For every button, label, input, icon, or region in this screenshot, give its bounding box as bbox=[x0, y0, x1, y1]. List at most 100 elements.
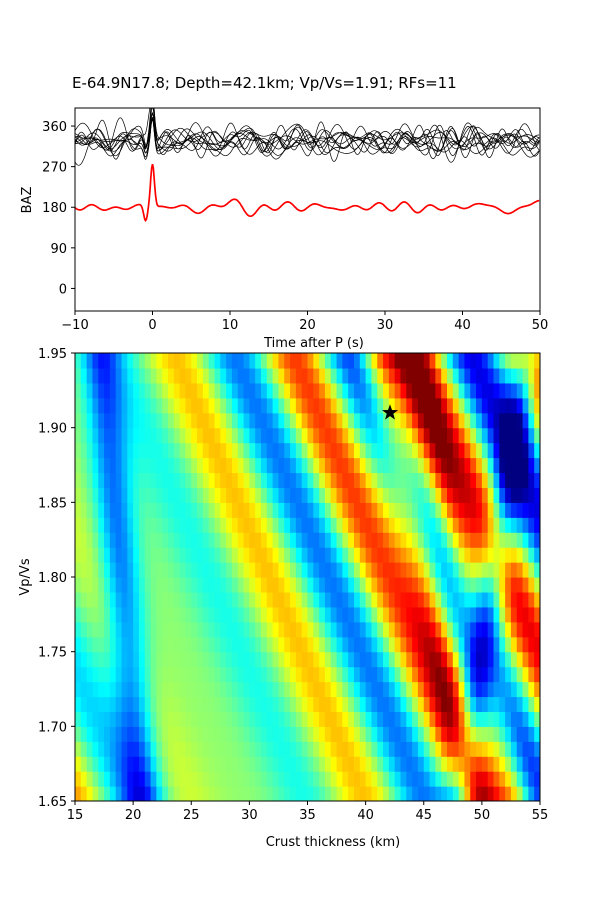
heatmap-cell bbox=[412, 382, 419, 399]
heatmap-cell bbox=[226, 517, 233, 533]
heatmap-cell bbox=[156, 741, 163, 757]
heatmap-cell bbox=[272, 457, 280, 474]
heatmap-cell bbox=[220, 606, 227, 623]
heatmap-cell bbox=[75, 621, 82, 638]
heatmap-cell bbox=[80, 397, 88, 414]
heatmap-cell bbox=[452, 382, 460, 399]
heatmap-cell bbox=[388, 651, 396, 668]
heatmap-cell bbox=[173, 681, 181, 698]
heatmap-cell bbox=[197, 786, 204, 801]
heatmap-cell bbox=[383, 681, 390, 698]
heatmap-cell bbox=[255, 786, 262, 801]
heatmap-cell bbox=[226, 651, 233, 668]
heatmap-cell bbox=[336, 711, 343, 727]
heatmap-cell bbox=[220, 457, 227, 474]
heatmap-cell bbox=[470, 457, 477, 474]
heatmap-cell bbox=[237, 412, 245, 429]
rf-traces bbox=[75, 108, 540, 166]
heatmap-cell bbox=[104, 591, 111, 608]
heatmap-cell bbox=[255, 502, 262, 518]
heatmap-cell bbox=[231, 412, 239, 429]
heatmap-cell bbox=[528, 517, 535, 533]
heatmap-cell bbox=[185, 726, 192, 742]
heatmap-cell bbox=[104, 756, 111, 772]
heatmap-cell bbox=[493, 562, 500, 578]
heatmap-cell bbox=[313, 487, 320, 503]
heatmap-cell bbox=[185, 591, 192, 608]
heatmap-cell bbox=[127, 547, 134, 563]
heatmap-cell bbox=[516, 472, 524, 488]
heatmap-cell bbox=[266, 457, 274, 474]
heatmap-cell bbox=[388, 577, 396, 593]
heatmap-cell bbox=[104, 502, 111, 518]
heatmap-cell bbox=[208, 457, 216, 474]
heatmap-cell bbox=[138, 547, 146, 563]
heatmap-cell bbox=[75, 382, 82, 399]
heatmap-cell bbox=[534, 681, 540, 698]
heatmap-cell bbox=[98, 532, 105, 548]
heatmap-cell bbox=[534, 487, 540, 503]
heatmap-cell bbox=[307, 427, 314, 444]
heatmap-cell bbox=[98, 487, 105, 503]
heatmap-cell bbox=[255, 726, 262, 742]
heatmap-cell bbox=[400, 562, 407, 578]
heatmap-cell bbox=[417, 771, 425, 787]
heatmap-cell bbox=[441, 711, 448, 727]
heatmap-cell bbox=[388, 367, 396, 384]
heatmap-cell bbox=[464, 457, 471, 474]
heatmap-cell bbox=[377, 382, 384, 399]
heatmap-cell bbox=[214, 666, 221, 683]
heatmap-cell bbox=[394, 651, 402, 668]
heatmap-cell bbox=[429, 786, 436, 801]
heatmap-cell bbox=[510, 547, 518, 563]
heatmap-cell bbox=[447, 666, 454, 683]
heatmap-cell bbox=[208, 726, 216, 742]
heatmap-cell bbox=[342, 367, 349, 384]
heatmap-cell bbox=[429, 741, 436, 757]
heatmap-cell bbox=[191, 711, 198, 727]
heatmap-cell bbox=[179, 517, 187, 533]
heatmap-cell bbox=[377, 636, 384, 653]
heatmap-cell bbox=[342, 502, 349, 518]
heatmap-cell bbox=[162, 636, 169, 653]
heatmap-cell bbox=[470, 666, 477, 683]
heatmap-cell bbox=[394, 577, 402, 593]
heatmap-cell bbox=[510, 651, 518, 668]
heatmap-cell bbox=[441, 367, 448, 384]
heatmap-cell bbox=[447, 367, 454, 384]
heatmap-cell bbox=[249, 606, 256, 623]
heatmap-cell bbox=[272, 651, 280, 668]
heatmap-cell bbox=[330, 353, 338, 369]
heatmap-cell bbox=[109, 472, 117, 488]
heatmap-cell bbox=[470, 651, 477, 668]
heatmap-cell bbox=[528, 487, 535, 503]
heatmap-cell bbox=[301, 472, 309, 488]
heatmap-cell bbox=[417, 517, 425, 533]
heatmap-cell bbox=[261, 427, 268, 444]
heatmap-cell bbox=[278, 786, 285, 801]
heatmap-cell bbox=[354, 397, 361, 414]
heatmap-cell bbox=[243, 367, 250, 384]
heatmap-cell bbox=[202, 786, 210, 801]
heatmap-cell bbox=[284, 651, 291, 668]
heatmap-cell bbox=[156, 442, 163, 459]
heatmap-cell bbox=[109, 786, 117, 801]
heatmap-cell bbox=[313, 382, 320, 399]
heatmap-cell bbox=[295, 786, 303, 801]
heatmap-cell bbox=[255, 621, 262, 638]
heatmap-cell bbox=[115, 756, 123, 772]
heatmap-cell bbox=[388, 666, 396, 683]
heatmap-cell bbox=[144, 397, 152, 414]
heatmap-cell bbox=[249, 547, 256, 563]
heatmap-cell bbox=[104, 681, 111, 698]
heatmap-cell bbox=[214, 681, 221, 698]
heatmap-cell bbox=[272, 547, 280, 563]
heatmap-cell bbox=[324, 681, 332, 698]
heatmap-cell bbox=[365, 442, 373, 459]
heatmap-cell bbox=[348, 666, 355, 683]
heatmap-cell bbox=[214, 726, 221, 742]
heatmap-cell bbox=[330, 532, 338, 548]
heatmap-cell bbox=[348, 621, 355, 638]
heatmap-cell bbox=[86, 577, 94, 593]
heatmap-cell bbox=[371, 621, 378, 638]
